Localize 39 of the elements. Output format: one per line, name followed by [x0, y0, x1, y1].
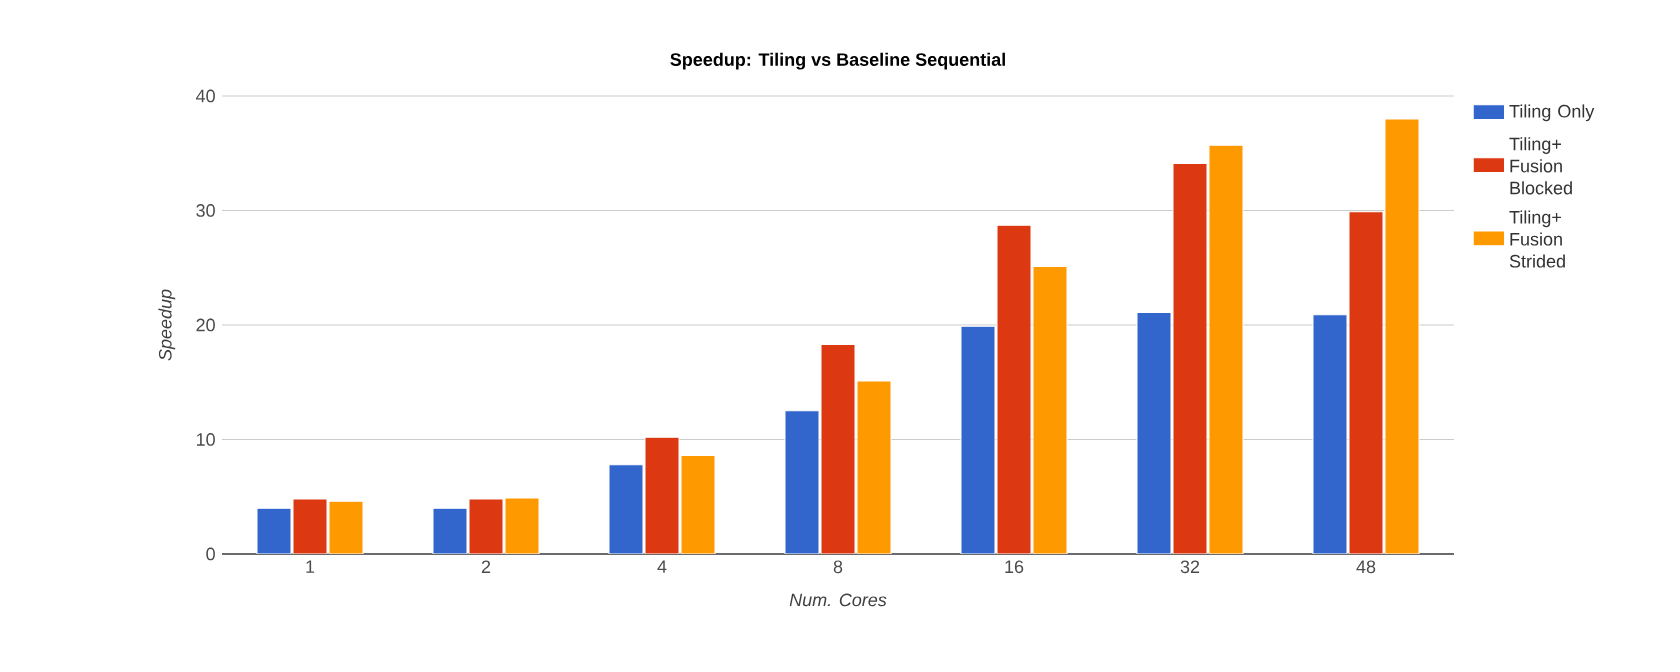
bar — [468, 498, 504, 554]
bar — [996, 224, 1032, 554]
bar — [820, 343, 856, 554]
bar — [608, 464, 644, 554]
y-tick-label: 40 — [196, 89, 215, 103]
bar — [292, 498, 328, 554]
x-tick-label: 32 — [1180, 560, 1200, 574]
x-tick-label: 16 — [1005, 560, 1024, 574]
bar — [680, 455, 716, 554]
legend-label: Tiling+ Fusion Blocked — [1509, 137, 1572, 195]
chart-title: Speedup: Tiling vs Baseline Sequential — [670, 52, 1005, 70]
bar — [784, 410, 820, 554]
bar — [328, 500, 364, 554]
bar — [256, 507, 292, 554]
bar — [856, 380, 892, 554]
bar — [1032, 266, 1068, 554]
bar — [1384, 118, 1420, 554]
bar — [1136, 311, 1172, 554]
x-axis-title: Num. Cores — [789, 593, 887, 607]
x-tick-label: 2 — [481, 560, 491, 573]
y-axis-title: Speedup — [158, 289, 176, 361]
bar — [504, 497, 540, 554]
x-tick-label: 4 — [657, 560, 667, 573]
bar — [960, 325, 996, 554]
y-tick-label: 20 — [196, 318, 215, 332]
x-tick-label: 1 — [306, 560, 315, 573]
x-tick-label: 8 — [833, 560, 843, 574]
legend-label: Tiling+ Fusion Strided — [1509, 210, 1565, 268]
bar — [644, 436, 680, 554]
bar — [1208, 144, 1244, 554]
bar — [1312, 314, 1348, 554]
bar — [432, 507, 468, 554]
legend-label: Tiling Only — [1509, 104, 1595, 122]
y-tick-label: 30 — [196, 204, 215, 217]
x-tick-label: 48 — [1356, 560, 1376, 574]
bar — [1172, 163, 1208, 554]
bar — [1348, 211, 1384, 554]
y-tick-label: 0 — [206, 547, 215, 561]
y-tick-label: 10 — [196, 433, 215, 446]
